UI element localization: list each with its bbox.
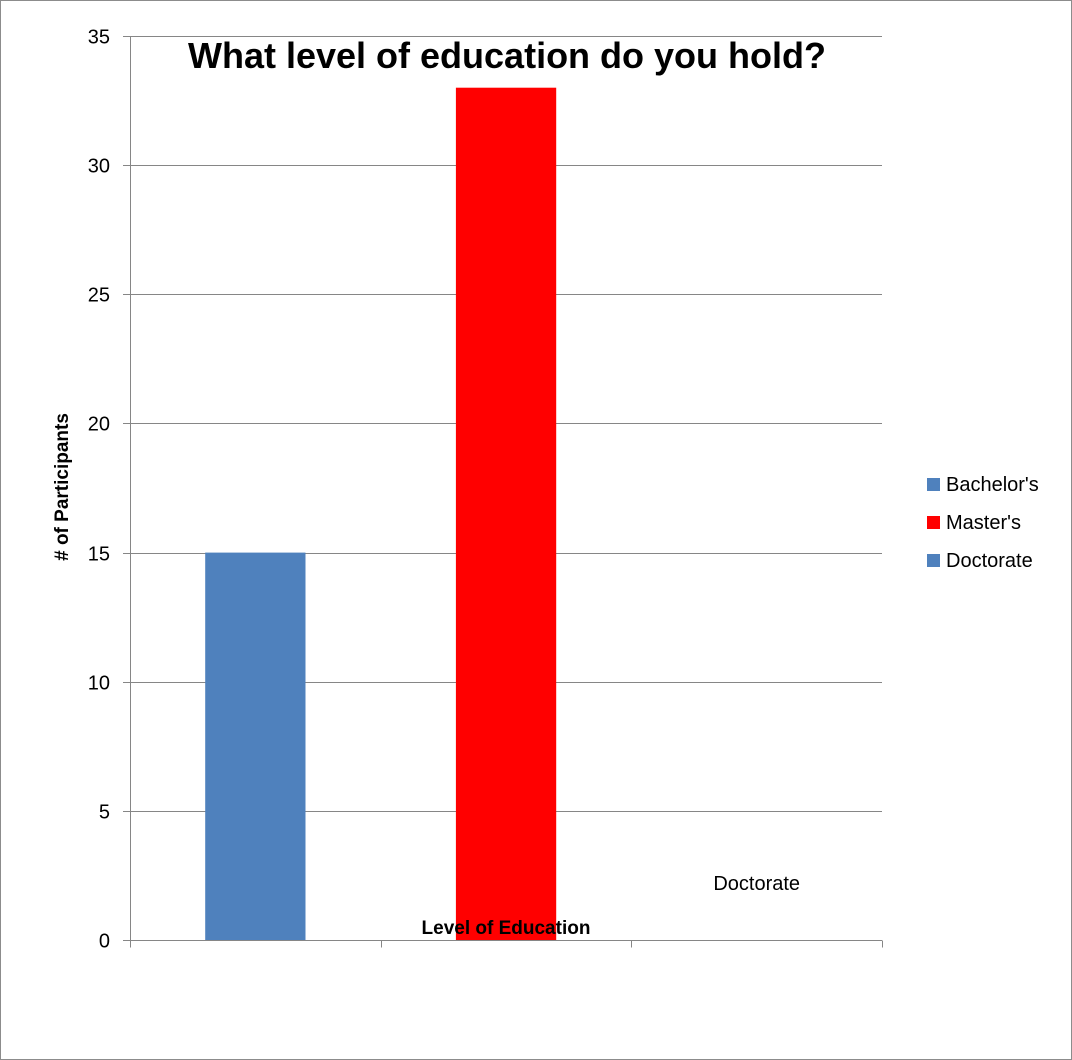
y-tick-label: 20 — [88, 414, 110, 436]
bar-1 — [205, 552, 306, 940]
y-tick-label: 5 — [99, 802, 110, 824]
chart-title: What level of education do you hold? — [188, 35, 826, 76]
y-axis: 0 5 10 15 20 25 30 35 — [88, 27, 131, 953]
legend-swatch — [927, 554, 940, 567]
y-tick-label: 30 — [88, 156, 110, 178]
bar-2 — [455, 87, 557, 940]
legend-label: Doctorate — [946, 550, 1033, 572]
y-tick-label: 35 — [88, 27, 110, 49]
y-tick-label: 0 — [99, 931, 110, 953]
x-axis-title: Level of Education — [422, 918, 591, 939]
bars — [205, 87, 557, 940]
legend: Bachelor's Master's Doctorate — [927, 474, 1039, 572]
legend-swatch — [927, 478, 940, 491]
legend-swatch — [927, 516, 940, 529]
legend-label: Bachelor's — [946, 474, 1039, 496]
y-axis-title: # of Participants — [52, 413, 73, 561]
y-tick-label: 10 — [88, 673, 110, 695]
legend-label: Master's — [946, 512, 1021, 534]
x-tick-label: Doctorate — [713, 873, 800, 895]
y-tick-label: 25 — [88, 285, 110, 307]
y-tick-label: 15 — [88, 544, 110, 566]
